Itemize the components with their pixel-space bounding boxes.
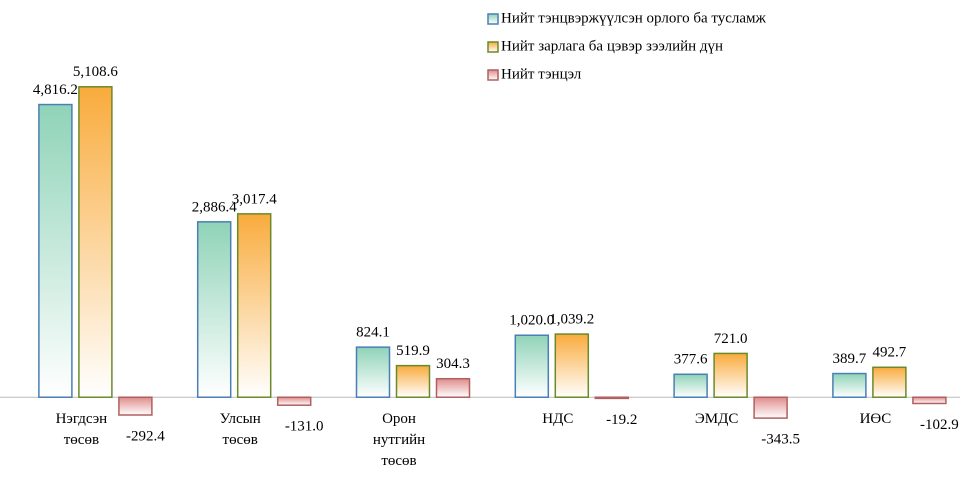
bar	[673, 373, 708, 398]
bar	[38, 103, 73, 398]
legend-swatch	[487, 41, 499, 53]
bar	[753, 396, 788, 419]
bar	[435, 377, 471, 398]
bar	[78, 86, 113, 398]
data-label: -131.0	[285, 419, 324, 435]
bar	[118, 396, 153, 416]
x-tick-label: ИӨС	[860, 411, 892, 427]
data-label: 519.9	[396, 343, 430, 359]
bar	[395, 364, 431, 398]
x-tick-label: Нэгдсэн төсөв	[56, 411, 108, 448]
bar	[355, 346, 391, 398]
data-label: 2,886.4	[192, 199, 238, 215]
x-tick-label: Орон нутгийн төсөв	[373, 411, 425, 469]
bar	[912, 396, 947, 405]
x-tick-label: ЭМДС	[695, 411, 738, 427]
bar	[554, 333, 590, 398]
bar	[713, 352, 748, 398]
legend-swatch	[487, 13, 499, 25]
x-tick-label: НДС	[542, 411, 573, 427]
bar	[594, 396, 630, 400]
bar	[236, 213, 272, 398]
bar	[276, 396, 312, 406]
data-label: 492.7	[873, 345, 907, 361]
data-label: -292.4	[126, 428, 165, 444]
data-label: 824.1	[356, 325, 390, 341]
data-label: -343.5	[761, 432, 800, 448]
bar	[872, 366, 907, 398]
legend-label: Нийт тэнцэл	[501, 66, 582, 82]
data-label: 721.0	[714, 331, 748, 347]
bar	[196, 221, 232, 398]
legend-label: Нийт тэнцвэржүүлсэн орлого ба тусламж	[501, 10, 767, 26]
data-label: 4,816.2	[33, 82, 78, 98]
bar	[832, 372, 867, 398]
data-label: 377.6	[674, 352, 708, 368]
data-label: -102.9	[920, 417, 959, 433]
data-label: -19.2	[606, 412, 637, 428]
data-label: 3,017.4	[232, 191, 278, 207]
data-label: 389.7	[833, 351, 867, 367]
legend-label: Нийт зарлага ба цэвэр зээлийн дүн	[501, 38, 723, 54]
data-label: 5,108.6	[73, 64, 119, 80]
legend-swatch	[487, 69, 499, 81]
data-label: 1,039.2	[549, 312, 594, 328]
x-tick-label: Улсын төсөв	[220, 411, 261, 448]
data-label: 304.3	[436, 356, 470, 372]
data-label: 1,020.0	[509, 313, 554, 329]
bar	[514, 334, 550, 398]
